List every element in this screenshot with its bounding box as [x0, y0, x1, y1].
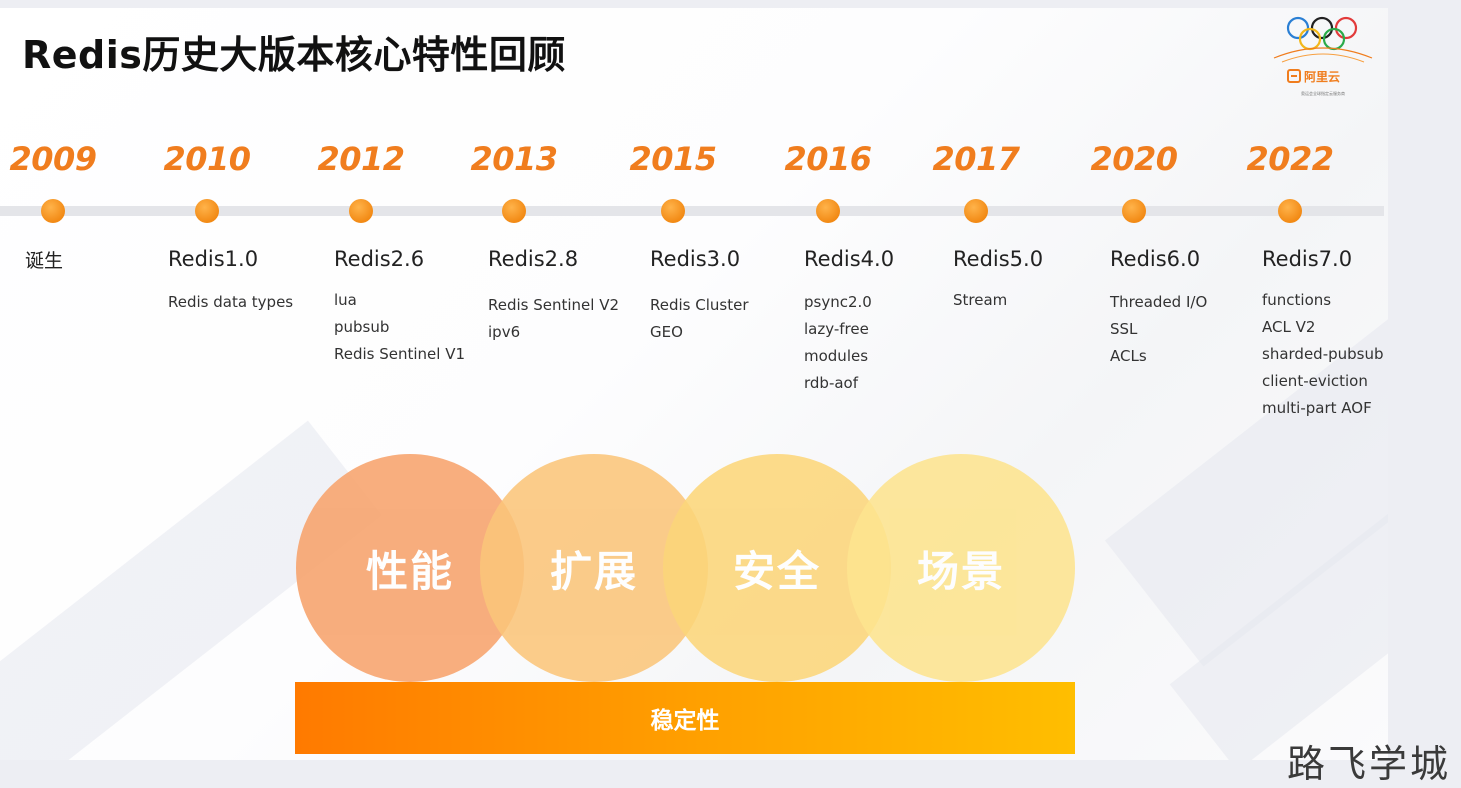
timeline-year: 2010: [163, 140, 251, 178]
timeline-version: Redis4.0: [804, 247, 895, 271]
timeline-dot: [41, 199, 65, 223]
feature-item: multi-part AOF: [1262, 399, 1372, 417]
feature-item: sharded-pubsub: [1262, 345, 1384, 363]
feature-list: Redis data types: [168, 289, 293, 316]
feature-item: functions: [1262, 291, 1332, 309]
timeline-year: 2015: [629, 140, 717, 178]
feature-item: Redis Cluster: [650, 296, 749, 314]
timeline-year: 2017: [932, 140, 1020, 178]
timeline-year: 2013: [470, 140, 558, 178]
timeline-version: Redis6.0: [1110, 247, 1201, 271]
feature-item: GEO: [650, 323, 683, 341]
timeline-dot: [816, 199, 840, 223]
feature-item: ACLs: [1110, 347, 1147, 365]
feature-item: client-eviction: [1262, 372, 1368, 390]
timeline-year: 2022: [1246, 140, 1334, 178]
feature-list: Stream: [953, 287, 1007, 314]
timeline-dot: [661, 199, 685, 223]
logo-company: 阿里云: [1304, 69, 1340, 84]
feature-item: pubsub: [334, 318, 390, 336]
feature-item: lazy-free: [804, 320, 869, 338]
feature-item: Redis Sentinel V2: [488, 296, 620, 314]
feature-item: psync2.0: [804, 293, 872, 311]
timeline-year: 2020: [1090, 140, 1178, 178]
feature-list: functions ACL V2 sharded-pubsub client-evic…: [1262, 287, 1384, 422]
timeline-year: 2012: [317, 140, 405, 178]
feature-item: rdb-aof: [804, 374, 859, 392]
timeline-version: Redis7.0: [1262, 247, 1353, 271]
olympic-rings-icon: 阿里云 奥运会全球指定云服务商: [1273, 16, 1373, 96]
feature-item: lua: [334, 291, 357, 309]
feature-item: Redis data types: [168, 293, 294, 311]
feature-list: Threaded I/O SSL ACLs: [1110, 289, 1207, 370]
timeline-dot: [1122, 199, 1146, 223]
stability-base: 稳定性: [295, 682, 1075, 754]
slide: Redis历史大版本核心特性回顾 阿里云 奥运会全球指定云服务商 2009 诞生 2…: [0, 8, 1388, 760]
feature-item: Stream: [953, 291, 1008, 309]
timeline-year: 2009: [9, 140, 97, 178]
timeline-version: Redis5.0: [953, 247, 1044, 271]
feature-list: psync2.0 lazy-free modules rdb-aof: [804, 289, 872, 397]
feature-list: Redis Sentinel V2 ipv6: [488, 292, 619, 346]
timeline-dot: [195, 199, 219, 223]
timeline-year: 2016: [784, 140, 872, 178]
feature-list: Redis Cluster GEO: [650, 292, 749, 346]
feature-item: Redis Sentinel V1: [334, 345, 466, 363]
pillar-circle: 场景: [847, 454, 1075, 682]
watermark: 路飞学城: [1286, 742, 1451, 786]
timeline-version: Redis3.0: [650, 247, 741, 271]
feature-item: SSL: [1110, 320, 1138, 338]
feature-item: ipv6: [488, 323, 521, 341]
timeline-dot: [502, 199, 526, 223]
timeline-dot: [964, 199, 988, 223]
timeline-version: Redis1.0: [168, 247, 259, 271]
aliyun-logo: 阿里云 奥运会全球指定云服务商: [1268, 12, 1378, 102]
timeline-dot: [1278, 199, 1302, 223]
timeline-dot: [349, 199, 373, 223]
timeline-version: Redis2.8: [488, 247, 579, 271]
logo-motto: 奥运会全球指定云服务商: [1301, 90, 1345, 96]
timeline-axis: [0, 206, 1384, 216]
timeline-version: Redis2.6: [334, 247, 425, 271]
feature-list: lua pubsub Redis Sentinel V1: [334, 287, 465, 368]
feature-item: modules: [804, 347, 869, 365]
timeline-version: 诞生: [25, 250, 64, 272]
feature-item: Threaded I/O: [1110, 293, 1208, 311]
page-title: Redis历史大版本核心特性回顾: [22, 33, 566, 77]
feature-item: ACL V2: [1262, 318, 1316, 336]
